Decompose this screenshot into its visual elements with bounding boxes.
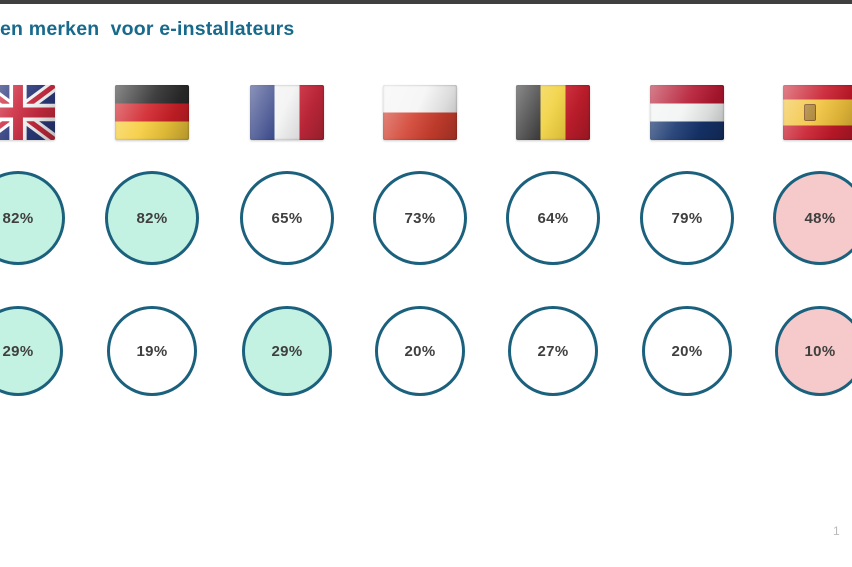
stat-value: 82% [2,209,34,227]
stat-circle-be-row1: 64% [506,171,600,265]
stat-circle-uk-row1: 82% [0,171,65,265]
stat-value: 73% [404,209,436,227]
poland-flag-icon [383,85,457,140]
france-flag-icon [250,85,324,140]
stat-circle-nl-row1: 79% [640,171,734,265]
stat-value: 20% [404,342,436,360]
union-jack-graphic [0,85,55,140]
stat-value: 10% [804,342,836,360]
stat-circle-nl-row2: 20% [642,306,732,396]
stat-circle-de-row1: 82% [105,171,199,265]
stat-value: 29% [2,342,34,360]
stat-value: 20% [671,342,703,360]
stat-circle-uk-row2: 29% [0,306,63,396]
stat-circle-de-row2: 19% [107,306,197,396]
stat-circle-pl-row1: 73% [373,171,467,265]
stat-circle-es-row1: 48% [773,171,852,265]
stat-value: 19% [136,342,168,360]
germany-flag-icon [115,85,189,140]
stat-value: 29% [271,342,303,360]
slide-title: en merken voor e-installateurs [0,18,295,40]
belgium-flag-icon [516,85,590,140]
spain-flag-icon [783,85,852,140]
stat-circle-fr-row1: 65% [240,171,334,265]
stat-circle-fr-row2: 29% [242,306,332,396]
stat-value: 79% [671,209,703,227]
stat-value: 82% [136,209,168,227]
spain-crest-icon [804,104,817,122]
top-accent-bar [0,0,852,4]
stat-circle-es-row2: 10% [775,306,852,396]
stat-value: 65% [271,209,303,227]
netherlands-flag-icon [650,85,724,140]
stat-value: 64% [537,209,569,227]
stat-circle-pl-row2: 20% [375,306,465,396]
stat-value: 48% [804,209,836,227]
page-number: 1 [833,524,840,538]
uk-flag-icon [0,85,55,140]
stat-circle-be-row2: 27% [508,306,598,396]
stat-value: 27% [537,342,569,360]
